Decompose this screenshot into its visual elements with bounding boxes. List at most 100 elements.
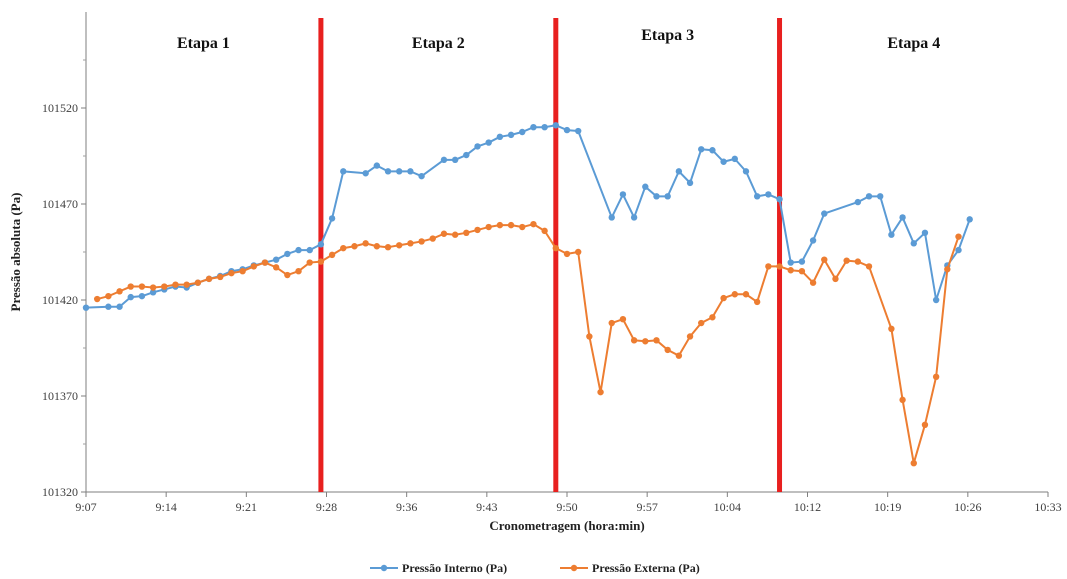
data-point bbox=[809, 237, 817, 244]
data-point bbox=[284, 250, 291, 258]
data-point bbox=[910, 240, 917, 247]
data-point bbox=[910, 460, 917, 467]
data-point bbox=[686, 333, 694, 340]
data-point bbox=[574, 248, 582, 256]
data-point bbox=[116, 288, 123, 295]
legend-marker-external bbox=[570, 564, 578, 572]
x-tick-label: 10:04 bbox=[714, 500, 741, 514]
data-point bbox=[373, 243, 381, 250]
data-point bbox=[731, 155, 738, 163]
series-internal bbox=[82, 122, 973, 311]
data-point bbox=[955, 246, 962, 254]
data-point bbox=[440, 156, 448, 164]
data-point bbox=[731, 291, 738, 298]
stage-divider-lines bbox=[318, 18, 783, 492]
data-point bbox=[787, 267, 794, 274]
data-point bbox=[340, 168, 347, 175]
data-point bbox=[574, 127, 582, 135]
data-point bbox=[698, 319, 705, 327]
data-point bbox=[619, 316, 627, 323]
data-point bbox=[295, 268, 302, 275]
data-point bbox=[709, 314, 716, 321]
data-point bbox=[653, 337, 660, 344]
data-point bbox=[384, 244, 392, 251]
x-tick-label: 10:12 bbox=[794, 500, 821, 514]
data-point bbox=[530, 220, 537, 228]
data-point bbox=[228, 269, 235, 277]
data-point bbox=[485, 223, 492, 231]
legend-item-internal: Pressão Interno (Pa) bbox=[370, 561, 507, 575]
data-point bbox=[742, 291, 750, 298]
stage-label: Etapa 4 bbox=[887, 35, 940, 52]
data-point bbox=[463, 151, 470, 159]
data-point bbox=[921, 421, 929, 428]
x-tick-label: 10:19 bbox=[874, 500, 901, 514]
data-point bbox=[664, 346, 671, 354]
data-point bbox=[407, 168, 414, 175]
data-point bbox=[362, 170, 369, 177]
stage-label: Etapa 2 bbox=[412, 35, 465, 52]
data-point bbox=[440, 230, 448, 237]
data-point bbox=[944, 266, 951, 273]
data-point bbox=[295, 246, 302, 254]
data-point bbox=[608, 214, 615, 221]
data-point bbox=[485, 139, 492, 146]
data-point bbox=[261, 259, 269, 266]
y-tick-label: 101470 bbox=[42, 197, 78, 211]
data-point bbox=[384, 168, 392, 175]
data-point bbox=[418, 238, 425, 245]
data-point bbox=[127, 283, 134, 290]
data-point bbox=[865, 193, 873, 200]
data-point bbox=[877, 193, 884, 200]
legend-item-external: Pressão Externa (Pa) bbox=[560, 561, 700, 575]
stage-labels: Etapa 1 Etapa 2 Etapa 3 Etapa 4 bbox=[177, 27, 940, 52]
data-point bbox=[306, 246, 313, 254]
data-point bbox=[932, 296, 940, 304]
data-point bbox=[194, 279, 202, 286]
data-point bbox=[720, 158, 727, 165]
x-tick-label: 9:21 bbox=[236, 500, 257, 514]
data-point bbox=[272, 256, 280, 263]
data-point bbox=[541, 124, 548, 131]
series-external bbox=[93, 220, 962, 467]
data-point bbox=[328, 215, 336, 222]
data-point bbox=[675, 352, 683, 359]
data-point bbox=[630, 214, 638, 221]
x-tick-label: 9:14 bbox=[155, 500, 176, 514]
data-point bbox=[653, 193, 660, 200]
data-point bbox=[787, 259, 794, 266]
data-point bbox=[765, 263, 772, 270]
data-point bbox=[474, 226, 481, 234]
data-point bbox=[317, 241, 325, 248]
y-tick-label: 101520 bbox=[42, 101, 78, 115]
legend: Pressão Interno (Pa) Pressão Externa (Pa… bbox=[370, 561, 700, 575]
data-point bbox=[340, 244, 347, 252]
data-point bbox=[507, 131, 515, 139]
data-point bbox=[138, 283, 146, 290]
stage-label: Etapa 1 bbox=[177, 35, 230, 52]
data-point bbox=[720, 294, 727, 302]
data-point bbox=[753, 298, 761, 306]
data-point bbox=[899, 214, 906, 221]
data-point bbox=[854, 258, 862, 265]
data-point bbox=[306, 259, 313, 266]
data-point bbox=[563, 126, 571, 134]
data-point bbox=[373, 162, 381, 169]
data-point bbox=[250, 263, 257, 270]
data-point bbox=[664, 193, 671, 200]
data-point bbox=[888, 231, 895, 238]
data-point bbox=[597, 388, 604, 396]
data-point bbox=[888, 325, 895, 332]
data-point bbox=[843, 257, 850, 264]
data-point bbox=[127, 293, 134, 301]
data-point bbox=[217, 273, 224, 281]
data-point bbox=[675, 168, 683, 175]
data-point bbox=[205, 275, 213, 283]
data-point bbox=[418, 172, 425, 180]
axes: 101320 101370 101420 101470 101520 9:07 9:14 9:… bbox=[42, 12, 1062, 514]
data-point bbox=[563, 250, 571, 258]
y-axis-title: Pressão absoluta (Pa) bbox=[8, 193, 23, 312]
legend-marker-internal bbox=[380, 564, 388, 572]
data-point bbox=[798, 268, 806, 275]
